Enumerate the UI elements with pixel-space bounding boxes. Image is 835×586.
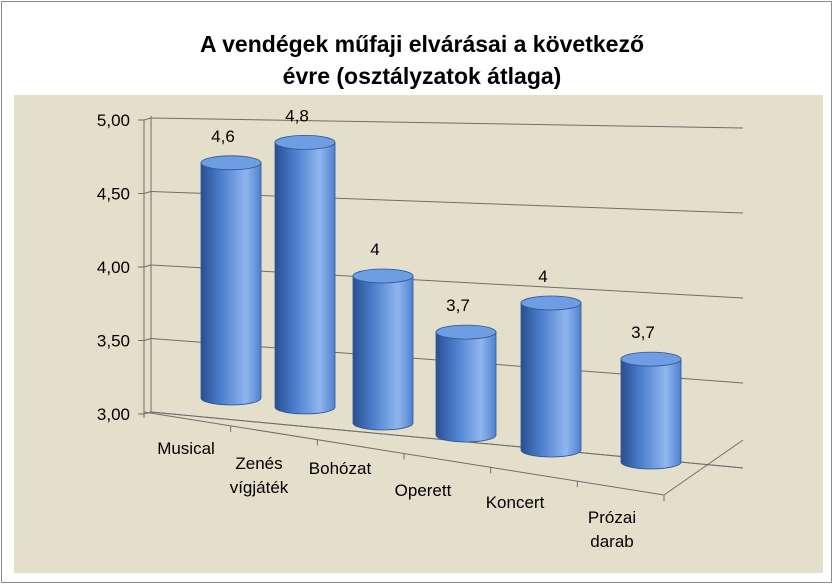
category-label-5-line-1: darab	[590, 532, 633, 551]
data-label-0: 4,6	[211, 127, 235, 146]
category-label-3: Operett	[395, 481, 452, 500]
ytick-label-4: 5,00	[97, 111, 130, 130]
plot-area	[14, 95, 823, 573]
floor-right-edge	[663, 439, 744, 496]
ytick-label-1: 3,50	[97, 332, 130, 351]
bar-body-2	[352, 275, 414, 431]
bar-0	[200, 155, 262, 406]
gridline-left-3	[143, 191, 152, 194]
chart-title-line-2: évre (osztályzatok átlaga)	[283, 63, 562, 89]
ytick-label-0: 3,00	[97, 405, 130, 424]
bar-5	[620, 351, 682, 470]
bar-top-5	[620, 351, 682, 367]
gridline-left-2	[143, 264, 152, 268]
gridline-left-4	[143, 117, 152, 121]
data-label-3: 3,7	[446, 296, 470, 315]
plot-background	[14, 95, 823, 573]
bar-body-4	[520, 302, 582, 458]
gridline-left-1	[143, 338, 152, 341]
bar-3	[435, 324, 497, 443]
ytick-label-2: 4,00	[97, 258, 130, 277]
category-label-1-line-0: Zenés	[235, 454, 282, 473]
category-label-5-line-0: Prózai	[588, 508, 636, 527]
labels: 3,00 3,50 4,00 4,50 5,00 4,6 4,8 4 3,7 4 3,7 Musica…	[97, 106, 655, 551]
ytick-label-3: 4,50	[97, 185, 130, 204]
bar-body-5	[620, 358, 682, 470]
bar-2	[352, 268, 414, 431]
data-label-5: 3,7	[631, 323, 655, 342]
chart-title-line-1: A vendégek műfaji elvárásai a következő	[200, 31, 644, 57]
bar-top-1	[274, 134, 336, 150]
data-label-2: 4	[370, 240, 379, 259]
bar-top-2	[352, 268, 414, 284]
bar-top-3	[435, 324, 497, 340]
bar-top-0	[200, 155, 262, 171]
gridline-4	[150, 117, 744, 129]
bar-4	[520, 295, 582, 458]
category-label-4: Koncert	[486, 493, 545, 512]
bar-body-1	[274, 142, 336, 415]
data-label-1: 4,8	[285, 106, 309, 125]
bar-top-4	[520, 295, 582, 311]
bar-body-0	[200, 162, 262, 406]
data-label-4: 4	[538, 267, 547, 286]
category-label-0: Musical	[157, 439, 215, 458]
bar-body-3	[435, 331, 497, 443]
category-label-1-line-1: vígjáték	[230, 478, 289, 497]
category-label-2: Bohózat	[309, 459, 372, 478]
bars	[200, 134, 682, 470]
bar-1	[274, 134, 336, 415]
